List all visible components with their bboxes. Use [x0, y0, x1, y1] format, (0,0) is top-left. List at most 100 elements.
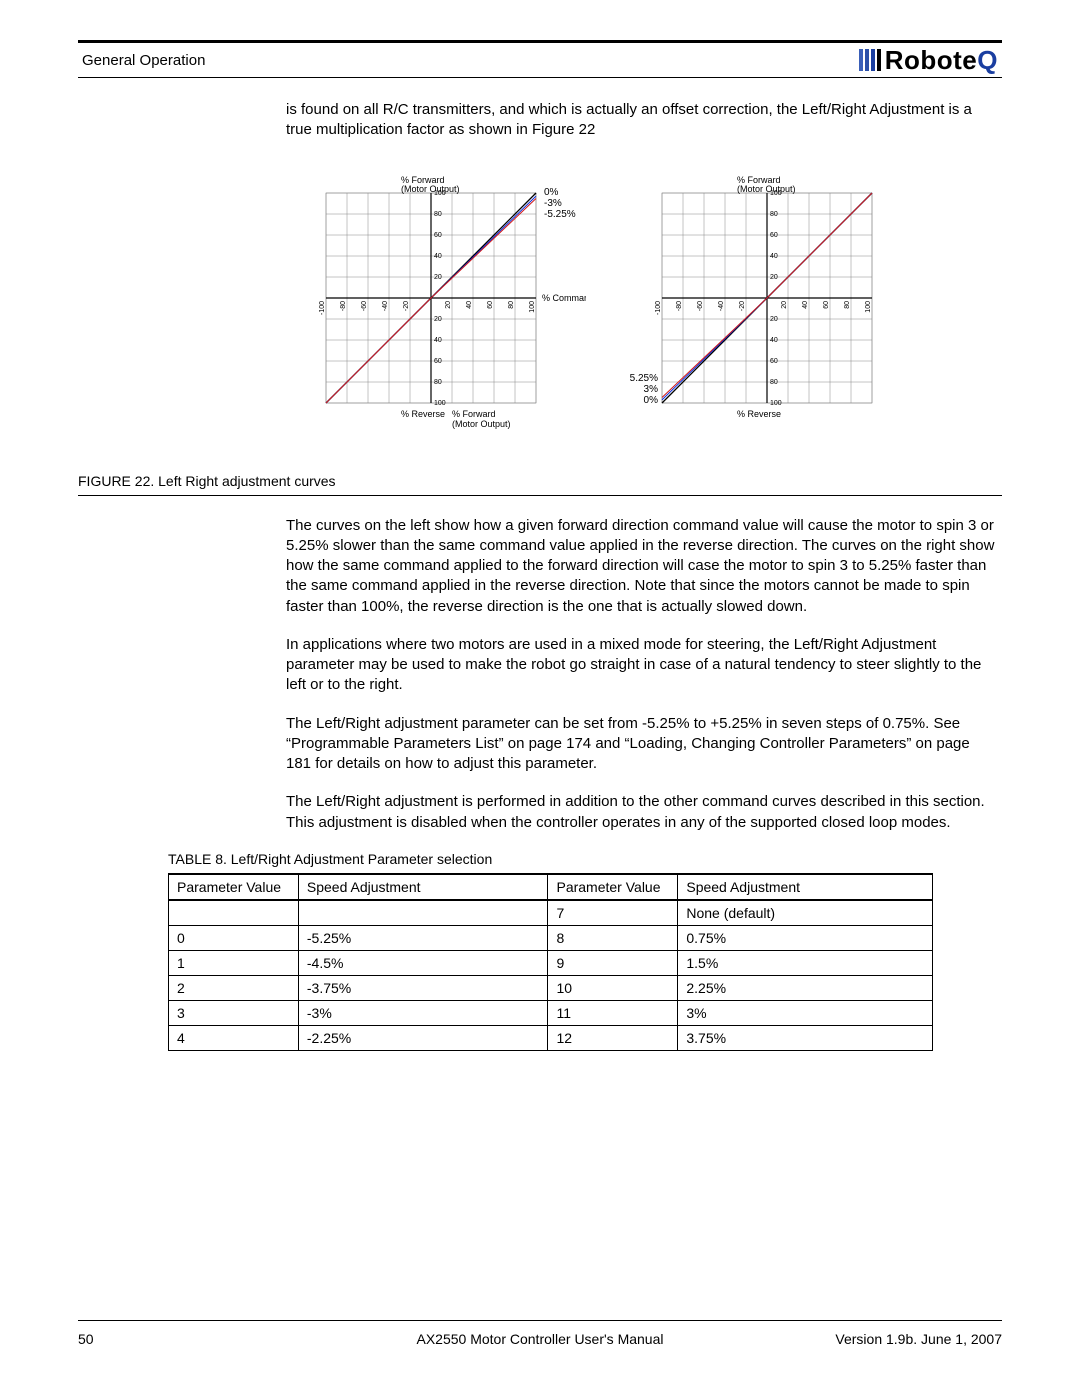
table-cell: -4.5% [298, 950, 548, 975]
svg-text:80: 80 [434, 211, 442, 218]
svg-text:(Motor Output): (Motor Output) [737, 184, 796, 194]
svg-text:% Command Input: % Command Input [542, 293, 586, 303]
svg-text:% Forward: % Forward [452, 409, 496, 419]
svg-text:-100: -100 [655, 300, 662, 314]
table-cell [169, 900, 299, 926]
svg-text:60: 60 [434, 358, 442, 365]
table-cell: -5.25% [298, 925, 548, 950]
svg-text:60: 60 [487, 300, 494, 308]
table-cell: 1.5% [678, 950, 933, 975]
svg-text:-100: -100 [319, 300, 326, 314]
svg-text:80: 80 [508, 300, 515, 308]
svg-text:20: 20 [770, 274, 778, 281]
paragraph-3: The Left/Right adjustment parameter can … [286, 714, 998, 775]
svg-text:20: 20 [781, 300, 788, 308]
roboteq-logo: RoboteQ [859, 45, 998, 76]
svg-text:-80: -80 [340, 300, 347, 310]
svg-text:-20: -20 [403, 300, 410, 310]
table-row: 2-3.75%102.25% [169, 975, 933, 1000]
svg-text:-60: -60 [361, 300, 368, 310]
svg-text:40: 40 [434, 253, 442, 260]
svg-text:80: 80 [770, 211, 778, 218]
svg-text:60: 60 [770, 232, 778, 239]
table-cell: 7 [548, 900, 678, 926]
table-cell: 8 [548, 925, 678, 950]
table-cell: 4 [169, 1025, 299, 1050]
svg-text:-20: -20 [739, 300, 746, 310]
svg-text:20: 20 [445, 300, 452, 308]
table-header: Parameter Value [548, 874, 678, 900]
table-cell: -3% [298, 1000, 548, 1025]
paragraph-2: In applications where two motors are use… [286, 635, 998, 696]
svg-text:40: 40 [434, 337, 442, 344]
page-footer: 50 AX2550 Motor Controller User's Manual… [78, 1320, 1002, 1347]
svg-text:60: 60 [823, 300, 830, 308]
svg-text:60: 60 [434, 232, 442, 239]
logo-bars-icon [859, 49, 881, 71]
table-row: 7None (default) [169, 900, 933, 926]
svg-text:100: 100 [529, 300, 536, 312]
table-cell: 2.25% [678, 975, 933, 1000]
logo-q: Q [977, 45, 998, 76]
table-cell: 2 [169, 975, 299, 1000]
svg-text:% Reverse: % Reverse [401, 409, 445, 419]
svg-text:(Motor Output): (Motor Output) [401, 184, 460, 194]
svg-text:100: 100 [865, 300, 872, 312]
svg-text:3%: 3% [644, 384, 659, 395]
header-bar: General Operation RoboteQ [78, 40, 1002, 78]
svg-text:0%: 0% [644, 395, 659, 406]
svg-text:-40: -40 [718, 300, 725, 310]
svg-text:80: 80 [434, 379, 442, 386]
table-row: 4-2.25%123.75% [169, 1025, 933, 1050]
right-chart: 100-10080-8060-6040-4020-202020404060608… [622, 171, 922, 461]
table-cell: 11 [548, 1000, 678, 1025]
svg-text:100: 100 [770, 400, 782, 407]
svg-text:40: 40 [770, 337, 778, 344]
table-cell: 0 [169, 925, 299, 950]
table-header: Speed Adjustment [298, 874, 548, 900]
svg-text:80: 80 [844, 300, 851, 308]
left-chart: 100-10080-8060-6040-4020-202020404060608… [286, 171, 586, 461]
table-cell: 9 [548, 950, 678, 975]
svg-text:5.25%: 5.25% [630, 373, 658, 384]
svg-text:60: 60 [770, 358, 778, 365]
table-cell: 0.75% [678, 925, 933, 950]
table-cell: -2.25% [298, 1025, 548, 1050]
table-cell: -3.75% [298, 975, 548, 1000]
logo-text: Robote [885, 45, 978, 76]
svg-text:0%: 0% [544, 187, 559, 198]
table-cell: 12 [548, 1025, 678, 1050]
intro-paragraph: is found on all R/C transmitters, and wh… [286, 100, 998, 141]
table-row: 0-5.25%80.75% [169, 925, 933, 950]
svg-text:40: 40 [802, 300, 809, 308]
table-cell: 1 [169, 950, 299, 975]
svg-text:20: 20 [434, 274, 442, 281]
svg-text:-40: -40 [382, 300, 389, 310]
table-cell: None (default) [678, 900, 933, 926]
figure-caption: FIGURE 22. Left Right adjustment curves [78, 473, 1002, 496]
table-row: 1-4.5%91.5% [169, 950, 933, 975]
svg-text:40: 40 [770, 253, 778, 260]
svg-text:-3%: -3% [544, 198, 562, 209]
table-caption: TABLE 8. Left/Right Adjustment Parameter… [168, 851, 1002, 867]
section-title: General Operation [82, 52, 205, 69]
table-row: 3-3%113% [169, 1000, 933, 1025]
svg-text:-80: -80 [676, 300, 683, 310]
footer-center: AX2550 Motor Controller User's Manual [78, 1331, 1002, 1347]
svg-text:% Reverse: % Reverse [737, 409, 781, 419]
table-cell: 3 [169, 1000, 299, 1025]
table-cell: 3% [678, 1000, 933, 1025]
svg-text:80: 80 [770, 379, 778, 386]
table-8: Parameter ValueSpeed AdjustmentParameter… [168, 873, 933, 1051]
svg-text:100: 100 [434, 400, 446, 407]
table-cell: 3.75% [678, 1025, 933, 1050]
figure-22-charts: 100 -100 80 -80 60 -60 40 -40 20 -20 20 20 40 40 60 60 8… [286, 171, 1002, 461]
svg-text:-5.25%: -5.25% [544, 209, 576, 220]
table-cell [298, 900, 548, 926]
paragraph-1: The curves on the left show how a given … [286, 516, 998, 617]
table-cell: 10 [548, 975, 678, 1000]
table-header: Parameter Value [169, 874, 299, 900]
svg-text:-60: -60 [697, 300, 704, 310]
paragraph-4: The Left/Right adjustment is performed i… [286, 792, 998, 833]
svg-text:20: 20 [434, 316, 442, 323]
